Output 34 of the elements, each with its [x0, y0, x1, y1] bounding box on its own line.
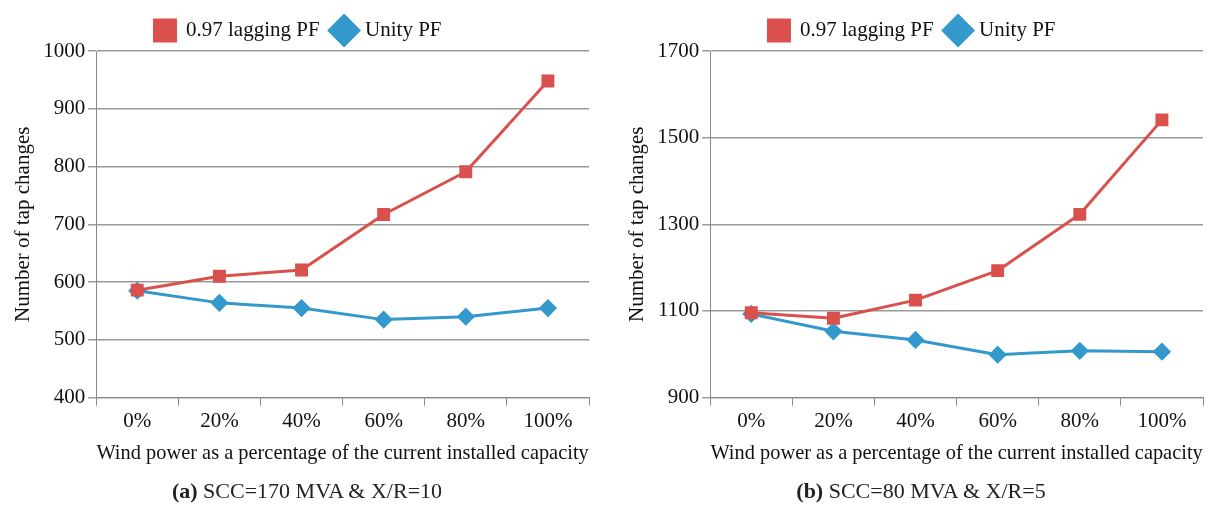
x-tick-label: 40%: [282, 407, 321, 432]
y-tick-label: 1700: [657, 37, 700, 62]
y-axis-title: Number of tap changes: [10, 126, 35, 322]
y-tick-label: 900: [53, 95, 86, 120]
x-tick-label: 100%: [523, 407, 573, 432]
x-tick-label: 20%: [814, 407, 853, 432]
x-axis-title: Wind power as a percentage of the current installed capacity: [96, 440, 590, 464]
legend-label: Unity PF: [979, 17, 1056, 42]
y-tick-label: 400: [53, 384, 86, 409]
legend-label: Unity PF: [365, 17, 442, 42]
x-tick-label: 80%: [1060, 407, 1100, 432]
x-tick-label: 40%: [896, 407, 935, 432]
legend-label: 0.97 lagging PF: [185, 17, 320, 42]
x-axis-title: Wind power as a percentage of the current installed capacity: [710, 440, 1204, 464]
x-tick-label: 100%: [1137, 407, 1187, 432]
x-tick-label: 0%: [737, 407, 766, 432]
text: (a) SCC=170 MVA & X/R=10: [171, 478, 443, 504]
x-tick-label: 80%: [446, 407, 486, 432]
legend-label: 0.97 lagging PF: [799, 17, 934, 42]
y-axis-title: Number of tap changes: [624, 126, 649, 322]
x-tick-label: 0%: [123, 407, 152, 432]
y-tick-label: 600: [53, 268, 86, 293]
x-tick-label: 60%: [978, 407, 1017, 432]
y-tick-label: 1300: [657, 210, 700, 235]
y-tick-label: 800: [53, 153, 86, 178]
y-tick-label: 700: [53, 210, 86, 235]
y-tick-label: 500: [53, 326, 86, 351]
y-tick-label: 900: [667, 384, 700, 409]
text: (b) SCC=80 MVA & X/R=5: [796, 478, 1046, 504]
y-tick-label: 1100: [657, 297, 700, 322]
y-tick-label: 1000: [43, 37, 86, 62]
x-tick-label: 60%: [364, 407, 403, 432]
y-tick-label: 1500: [657, 124, 700, 149]
x-tick-label: 20%: [200, 407, 239, 432]
